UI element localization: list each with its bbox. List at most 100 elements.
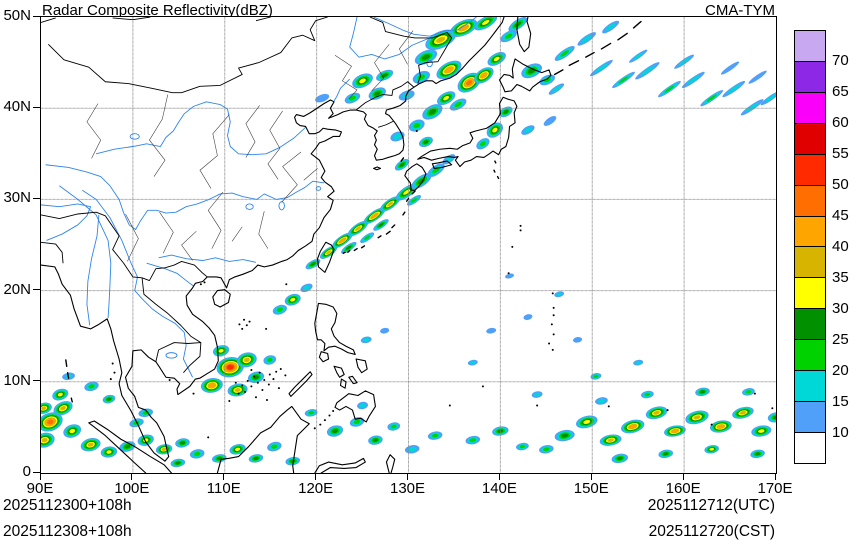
y-tick: [33, 471, 40, 473]
radar-cell: [709, 420, 732, 433]
radar-cell: [41, 412, 63, 432]
radar-cell: [658, 449, 674, 459]
island-dot: [113, 371, 116, 374]
radar-cell: [379, 196, 401, 212]
island-dot: [771, 407, 774, 410]
island-dot: [552, 314, 555, 317]
radar-cell: [748, 70, 767, 84]
radar-cell: [621, 419, 645, 434]
island-dot: [551, 348, 554, 351]
x-tick-label: 120E: [298, 480, 334, 497]
radar-cell: [664, 425, 686, 437]
radar-cell: [212, 345, 230, 357]
island-dot: [548, 342, 551, 345]
colorbar-swatch: [795, 123, 825, 155]
x-tick-label: 90E: [26, 480, 54, 497]
radar-cell: [175, 438, 190, 448]
y-tick-label: 40N: [3, 98, 31, 116]
island-dot: [243, 318, 246, 321]
y-tick-label: 20N: [3, 280, 31, 298]
island-dot: [277, 387, 280, 390]
island-dot: [245, 324, 248, 327]
islands-coastline: [89, 167, 395, 473]
colorbar-label: 35: [832, 269, 849, 286]
island-dot: [168, 378, 171, 381]
radar-cell: [732, 406, 754, 419]
radar-cell: [742, 388, 755, 396]
radar-cell: [681, 71, 705, 89]
radar-cell: [425, 29, 457, 50]
radar-cell: [740, 99, 764, 116]
radar-cell: [554, 46, 575, 61]
province-borders: [87, 31, 413, 262]
radar-cell: [486, 122, 504, 138]
radar-cell: [170, 458, 186, 468]
island-dot: [263, 378, 266, 381]
y-tick: [33, 197, 40, 199]
lake-tonlesap: [166, 353, 177, 358]
colorbar-label: 20: [832, 362, 849, 379]
radar-cell: [52, 388, 69, 401]
island-dot: [415, 129, 418, 133]
island-dot: [481, 385, 484, 388]
radar-cell: [554, 429, 575, 442]
island-dot: [256, 381, 259, 384]
radar-cell: [602, 20, 620, 34]
radar-cell: [41, 432, 55, 448]
colorbar-label: 45: [832, 207, 849, 224]
radar-cell: [247, 371, 265, 383]
colorbar-swatch: [795, 340, 825, 372]
island-dot: [328, 414, 331, 417]
radar-cell: [284, 293, 301, 306]
radar-cell: [635, 62, 660, 80]
island-dot: [253, 375, 256, 378]
x-tick-label: 110E: [206, 480, 241, 497]
colorbar-swatch: [795, 402, 825, 433]
map-frame: [40, 16, 777, 474]
island-dot: [332, 409, 335, 412]
y-tick: [33, 106, 40, 108]
radar-cell: [573, 337, 583, 343]
radar-cell: [767, 412, 776, 423]
island-dot: [241, 327, 244, 330]
radar-cell: [368, 87, 386, 100]
island-dot: [666, 409, 669, 412]
radar-cell: [304, 409, 318, 417]
model-name: CMA-TYM: [705, 2, 775, 19]
colorbar-swatch: [795, 92, 825, 124]
radar-cell: [674, 54, 695, 69]
radar-cell: [474, 67, 494, 84]
y-tick: [33, 380, 40, 382]
island-dot: [246, 379, 249, 382]
radar-cell: [360, 232, 375, 244]
radar-cell: [326, 425, 344, 437]
radar-cell: [349, 417, 365, 427]
radar-cell: [486, 327, 497, 334]
radar-cell: [394, 158, 410, 171]
colorbar-label: 30: [832, 300, 849, 317]
radar-cell: [500, 30, 517, 43]
colorbar-swatch: [795, 31, 825, 62]
radar-cell: [449, 98, 467, 111]
island-dot: [607, 405, 610, 408]
colorbar-label: 60: [832, 114, 849, 131]
radar-cell: [499, 106, 513, 118]
x-tick: [774, 474, 776, 480]
radar-cell: [595, 397, 608, 405]
island-dot: [250, 368, 253, 371]
island-dot: [268, 373, 271, 376]
island-dot: [207, 436, 210, 439]
colorbar-label: 40: [832, 238, 849, 255]
island-dot: [267, 383, 270, 386]
radar-cell: [474, 17, 498, 31]
colorbar-swatch: [795, 309, 825, 341]
radar-cell: [53, 401, 73, 416]
colorbar-swatch: [795, 371, 825, 403]
radar-cell: [633, 359, 644, 366]
x-tick: [223, 474, 225, 480]
radar-cell: [476, 138, 490, 150]
valid-time-cst: 2025112720(CST): [648, 523, 775, 540]
island-dot: [261, 389, 264, 392]
island-dot: [552, 333, 555, 336]
